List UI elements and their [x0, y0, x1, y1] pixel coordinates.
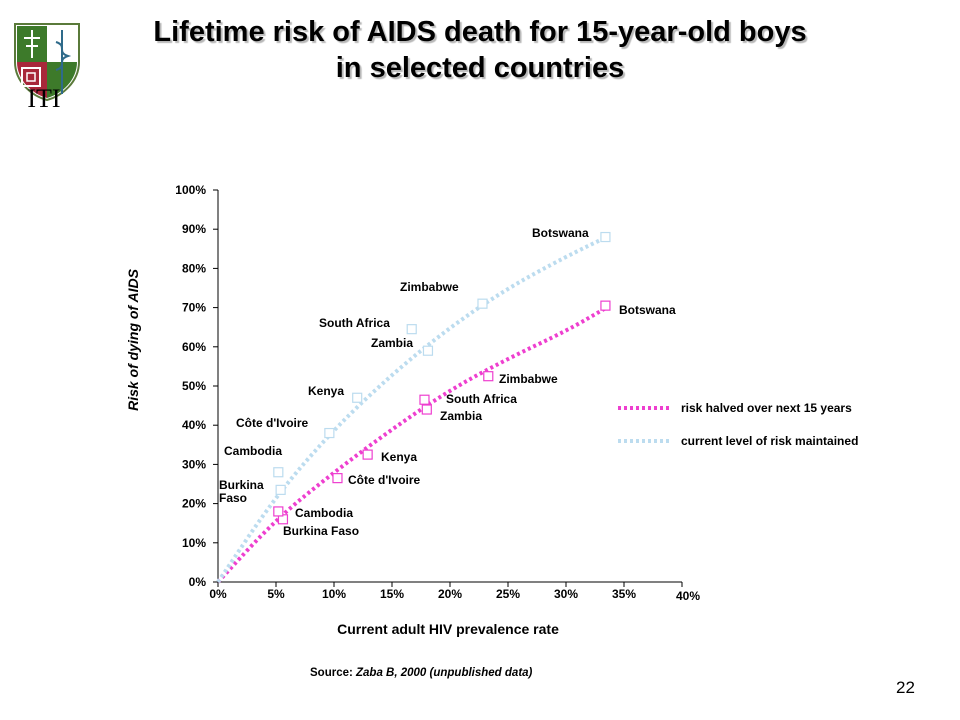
data-point-marker: [273, 467, 284, 478]
data-point-label: Botswana: [532, 226, 589, 240]
series-curve-1: [216, 235, 608, 584]
data-point-label: Zimbabwe: [499, 372, 558, 386]
x-tick-label: 30%: [554, 587, 578, 601]
data-point-label: Zimbabwe: [400, 280, 459, 294]
data-point-label: Burkina Faso: [219, 478, 264, 505]
data-point-marker: [477, 298, 488, 309]
data-point-marker: [362, 449, 373, 460]
x-tick-label: 0%: [209, 587, 227, 601]
y-axis-title: Risk of dying of AIDS: [125, 268, 141, 410]
data-point-label: Zambia: [440, 409, 482, 423]
data-point-marker: [324, 427, 335, 439]
y-tick-label: 90%: [182, 222, 206, 236]
data-point-label: Kenya: [308, 384, 344, 398]
data-point-marker: [332, 473, 343, 484]
data-point-label: South Africa: [319, 316, 390, 330]
y-tick-label: 20%: [182, 497, 206, 511]
slide-title: Lifetime risk of AIDS death for 15-year-…: [100, 14, 860, 86]
y-tick-label: 30%: [182, 457, 206, 471]
data-point-marker: [600, 231, 611, 243]
x-tick-label: 35%: [612, 587, 636, 601]
x-tick-label: 20%: [438, 587, 462, 601]
y-tick-label: 40%: [182, 418, 206, 432]
source-note: Source: Zaba B, 2000 (unpublished data): [310, 667, 532, 679]
data-point-marker: [419, 394, 430, 405]
data-point-label: Botswana: [619, 303, 676, 317]
y-tick-label: 80%: [182, 261, 206, 275]
x-tick-label: 15%: [380, 587, 404, 601]
data-point-label: Cambodia: [295, 506, 353, 520]
data-point-marker: [406, 324, 417, 335]
series-curve-0: [216, 305, 608, 584]
x-tick-label: 25%: [496, 587, 520, 601]
title-line-2: in selected countries: [335, 52, 625, 84]
label-line: Burkina: [219, 478, 264, 492]
y-tick-label: 0%: [189, 575, 207, 589]
data-point-label: Cambodia: [224, 444, 282, 458]
data-point-label: Côte d'Ivoire: [236, 416, 309, 430]
source-citation: Zaba B, 2000 (unpublished data): [356, 667, 533, 679]
legend-label: risk halved over next 15 years: [681, 401, 852, 415]
label-line: Faso: [219, 491, 247, 505]
source-prefix: Source:: [310, 667, 357, 679]
legend-label: current level of risk maintained: [681, 434, 858, 448]
y-tick-label: 70%: [182, 301, 206, 315]
data-point-marker: [352, 392, 363, 403]
data-point-label: Kenya: [381, 450, 417, 464]
x-tick-label: 10%: [322, 587, 346, 601]
y-tick-label: 50%: [182, 379, 206, 393]
slide-number: 22: [896, 678, 915, 697]
data-point-marker: [600, 300, 611, 311]
data-point-marker: [273, 506, 284, 517]
title-line-1: Lifetime risk of AIDS death for 15-year-…: [153, 16, 807, 48]
x-tick-label: 5%: [267, 587, 285, 601]
data-point-marker: [421, 404, 432, 415]
x-axis-title: Current adult HIV prevalence rate: [337, 621, 559, 637]
data-point-marker: [422, 345, 434, 356]
data-point-marker: [275, 484, 286, 495]
data-point-label: South Africa: [446, 392, 517, 406]
y-tick-label: 10%: [182, 536, 206, 550]
iti-shield-logo: [14, 23, 80, 102]
data-point-marker: [483, 371, 494, 382]
y-tick-label: 60%: [182, 340, 206, 354]
data-point-label: Zambia: [371, 336, 413, 350]
y-tick-label: 100%: [175, 183, 206, 197]
x-tick-label: 40%: [676, 589, 700, 603]
data-point-label: Côte d'Ivoire: [348, 473, 421, 487]
data-point-label: Burkina Faso: [283, 524, 359, 538]
logo-text: ITI: [27, 84, 61, 113]
